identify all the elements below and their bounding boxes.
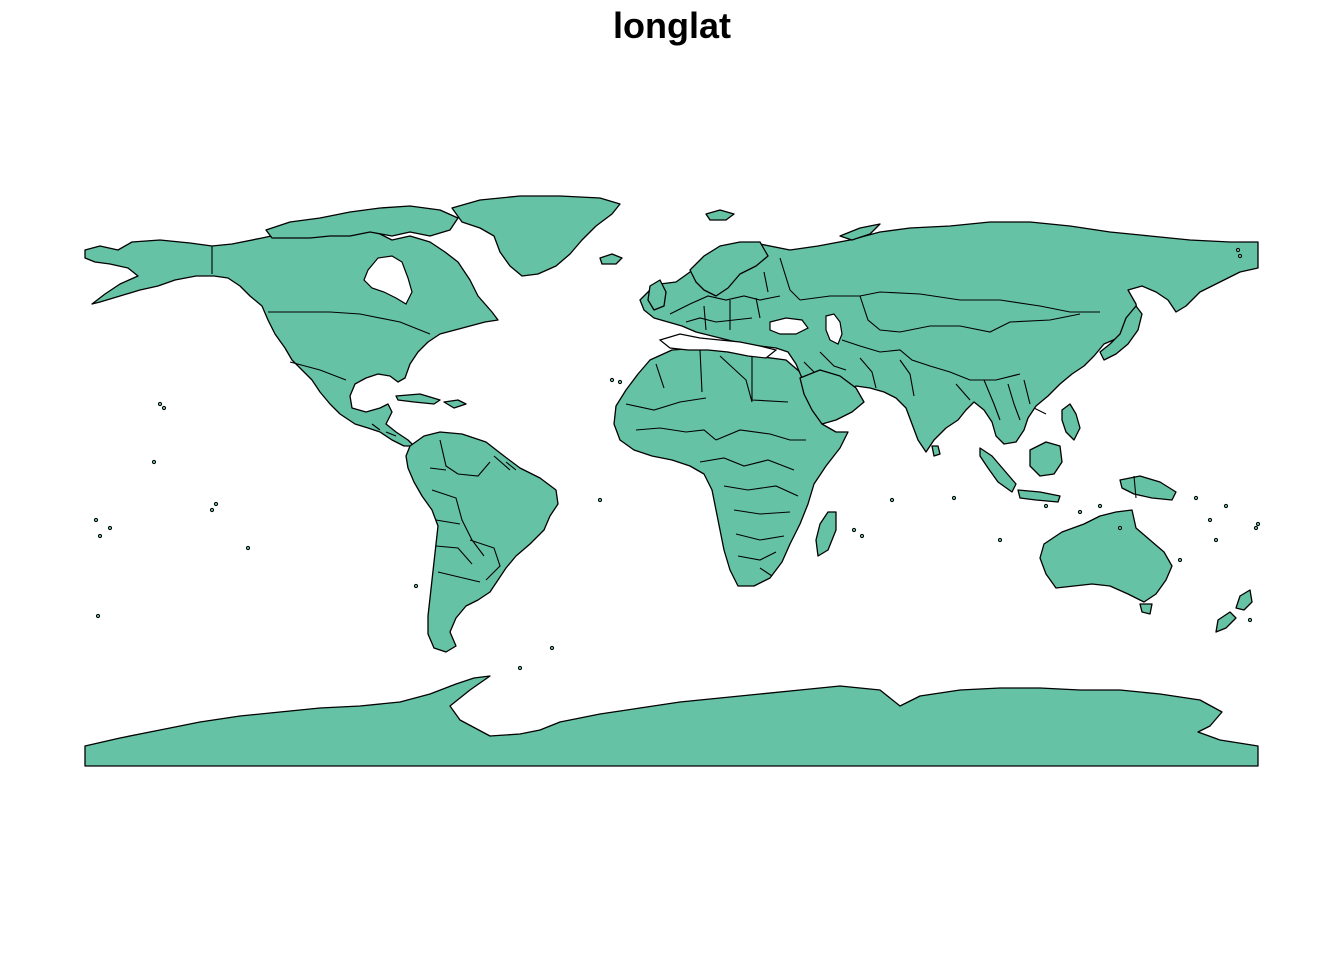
islet bbox=[851, 527, 857, 533]
islet bbox=[157, 401, 163, 407]
islet bbox=[1043, 503, 1049, 509]
islet bbox=[859, 533, 865, 539]
scandinavia bbox=[689, 241, 769, 297]
islet bbox=[97, 533, 103, 539]
islet bbox=[1193, 495, 1199, 501]
novaya-zemlya bbox=[839, 223, 881, 241]
caspian-sea bbox=[825, 313, 843, 345]
black-sea bbox=[769, 317, 809, 335]
islet bbox=[1235, 247, 1241, 253]
svalbard bbox=[705, 209, 735, 221]
islet bbox=[1213, 537, 1219, 543]
new-zealand bbox=[1235, 589, 1253, 611]
islet bbox=[597, 497, 603, 503]
antarctica bbox=[84, 675, 1259, 767]
islet bbox=[1253, 525, 1259, 531]
new-zealand-south bbox=[1215, 611, 1237, 633]
islet bbox=[95, 613, 101, 619]
borneo bbox=[1029, 441, 1063, 477]
madagascar bbox=[815, 511, 837, 557]
oceania-borders bbox=[1133, 475, 1137, 499]
islet bbox=[1117, 525, 1123, 531]
australia bbox=[1039, 509, 1173, 603]
islet bbox=[1247, 617, 1253, 623]
tasmania bbox=[1139, 603, 1153, 615]
europe-borders bbox=[669, 257, 801, 331]
islet bbox=[951, 495, 957, 501]
islet bbox=[609, 377, 615, 383]
africa-borders bbox=[625, 349, 806, 577]
north-america bbox=[84, 225, 499, 447]
java bbox=[1017, 489, 1061, 503]
islet bbox=[161, 405, 167, 411]
islet bbox=[549, 645, 555, 651]
usa-mexico-border bbox=[289, 361, 347, 381]
country-borders bbox=[211, 246, 1137, 583]
islet bbox=[517, 665, 523, 671]
islet bbox=[93, 517, 99, 523]
canada-usa-49th bbox=[268, 311, 431, 335]
philippines bbox=[1061, 403, 1081, 441]
islet bbox=[213, 501, 219, 507]
land-layer bbox=[84, 195, 1259, 767]
south-america bbox=[405, 431, 559, 653]
islet bbox=[1207, 517, 1213, 523]
small-islands bbox=[93, 247, 1261, 671]
british-isles bbox=[647, 279, 667, 311]
islet bbox=[245, 545, 251, 551]
islet bbox=[413, 583, 419, 589]
islet bbox=[1237, 253, 1243, 259]
islet bbox=[617, 379, 623, 385]
islet bbox=[997, 537, 1003, 543]
arabian-peninsula bbox=[799, 369, 865, 425]
asia-borders bbox=[799, 291, 1100, 421]
new-guinea bbox=[1119, 475, 1177, 501]
islet bbox=[889, 497, 895, 503]
hudson-bay bbox=[363, 255, 413, 305]
islet bbox=[1097, 503, 1103, 509]
south-america-borders bbox=[429, 439, 517, 583]
arctic-islands bbox=[265, 205, 459, 239]
islet bbox=[151, 459, 157, 465]
islet bbox=[1255, 521, 1261, 527]
cuba bbox=[395, 393, 441, 405]
islet bbox=[1223, 503, 1229, 509]
central-america-borders bbox=[371, 423, 397, 437]
japan bbox=[1099, 305, 1143, 361]
greenland bbox=[451, 195, 621, 277]
islet bbox=[1177, 557, 1183, 563]
sri-lanka bbox=[931, 445, 941, 457]
mediterranean-sea bbox=[658, 333, 778, 359]
map-title: longlat bbox=[613, 5, 731, 46]
islet bbox=[209, 507, 215, 513]
iceland bbox=[599, 253, 623, 265]
islet bbox=[107, 525, 113, 531]
hispaniola bbox=[443, 399, 467, 409]
sumatra bbox=[979, 447, 1017, 493]
islet bbox=[1077, 509, 1083, 515]
